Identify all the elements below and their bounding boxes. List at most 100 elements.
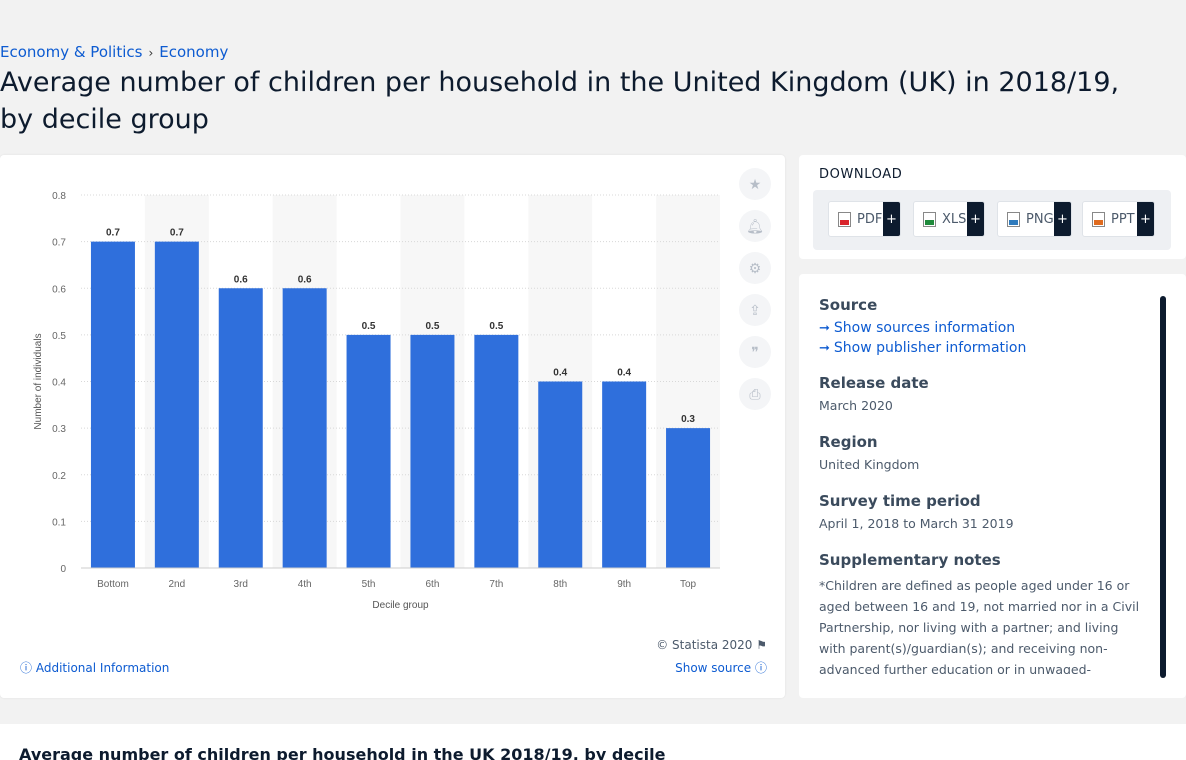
bar — [282, 288, 327, 568]
download-card: DOWNLOAD PDF + XLS + PNG + PPT + — [799, 155, 1186, 259]
region-heading: Region — [819, 433, 878, 451]
show-sources-link[interactable]: ➞ Show sources information — [819, 320, 1144, 336]
y-tick-label: 0.3 — [52, 424, 66, 435]
flag-icon[interactable]: ⚑ — [756, 638, 767, 652]
bottom-card — [0, 724, 1186, 760]
bar — [538, 381, 583, 568]
additional-information-link[interactable]: ⓘ Additional Information — [20, 659, 169, 676]
bar-chart: 0 0.1 0.2 0.3 0.4 0.5 0.6 0.7 0.8 0.7 Bottom 0.7 2nd… — [33, 191, 720, 611]
plus-icon[interactable]: + — [1137, 202, 1154, 236]
y-tick-label: 0.4 — [52, 378, 66, 389]
x-tick-label: 9th — [617, 579, 631, 590]
data-label: 0.4 — [553, 368, 567, 379]
star-icon[interactable]: ★ — [739, 168, 771, 200]
bell-icon[interactable]: 🔔︎ — [739, 210, 771, 242]
chart-card: 0 0.1 0.2 0.3 0.4 0.5 0.6 0.7 0.8 0.7 Bottom 0.7 2nd… — [0, 155, 785, 698]
show-source-link[interactable]: Show source ⓘ — [675, 659, 767, 676]
breadcrumb: Economy & Politics › Economy — [0, 43, 228, 61]
y-tick-label: 0.6 — [52, 284, 66, 295]
x-tick-label: Top — [680, 579, 697, 590]
show-source-label: Show source — [675, 661, 752, 675]
y-tick-label: 0.8 — [52, 191, 66, 202]
data-label: 0.7 — [170, 228, 184, 239]
plus-icon[interactable]: + — [883, 202, 900, 236]
bar — [346, 334, 391, 568]
download-buttons: PDF + XLS + PNG + PPT + — [813, 190, 1171, 250]
x-tick-label: 5th — [362, 579, 376, 590]
bottom-title: Average number of children per household… — [19, 745, 666, 760]
x-tick-label: 6th — [425, 579, 439, 590]
supplementary-notes-value: *Children are defined as people aged und… — [819, 578, 1140, 674]
additional-information-label: Additional Information — [35, 661, 170, 675]
bar — [218, 288, 263, 568]
release-date-heading: Release date — [819, 374, 929, 392]
data-label: 0.7 — [106, 228, 120, 239]
gear-icon[interactable]: ⚙ — [739, 252, 771, 284]
plus-icon[interactable]: + — [967, 202, 984, 236]
y-tick-label: 0.5 — [52, 331, 66, 342]
bar — [154, 241, 199, 568]
quote-icon[interactable]: ❞ — [739, 336, 771, 368]
info-scrollbar[interactable] — [1160, 296, 1166, 678]
download-ppt-label: PPT — [1111, 211, 1135, 227]
data-label: 0.3 — [681, 414, 695, 425]
share-icon[interactable]: ⇪ — [739, 294, 771, 326]
data-label: 0.5 — [489, 321, 503, 332]
header-band — [0, 0, 1186, 155]
source-heading: Source — [819, 296, 878, 314]
data-label: 0.5 — [362, 321, 376, 332]
x-tick-label: 4th — [298, 579, 312, 590]
y-tick-label: 0.2 — [52, 471, 66, 482]
breadcrumb-economy-politics[interactable]: Economy & Politics — [0, 43, 143, 61]
scrollbar-thumb[interactable] — [1160, 296, 1166, 678]
bar — [474, 334, 519, 568]
copyright: © Statista 2020 ⚑ — [656, 638, 767, 652]
y-tick-label: 0 — [60, 564, 66, 575]
region-value: United Kingdom — [819, 457, 920, 472]
bar — [410, 334, 455, 568]
chevron-right-icon: › — [148, 46, 154, 60]
info-icon: ⓘ — [20, 661, 33, 675]
print-icon[interactable]: ⎙ — [739, 378, 771, 410]
y-tick-label: 0.7 — [52, 238, 66, 249]
breadcrumb-economy[interactable]: Economy — [159, 43, 229, 61]
x-tick-label: 7th — [489, 579, 503, 590]
png-file-icon — [1007, 211, 1020, 227]
x-tick-label: 2nd — [169, 579, 186, 590]
ppt-file-icon — [1092, 211, 1105, 227]
download-ppt-button[interactable]: PPT + — [1082, 201, 1155, 237]
show-sources-label: Show sources information — [833, 320, 1016, 336]
bar — [666, 428, 711, 568]
y-axis-title: Number of individuals — [33, 333, 44, 429]
survey-period-heading: Survey time period — [819, 492, 981, 510]
download-pdf-label: PDF — [857, 211, 883, 227]
survey-period-value: April 1, 2018 to March 31 2019 — [819, 516, 1014, 531]
bar — [602, 381, 647, 568]
pdf-file-icon — [838, 211, 851, 227]
xls-file-icon — [923, 211, 936, 227]
info-card: Source ➞ Show sources information ➞ Show p… — [799, 274, 1186, 698]
show-publisher-label: Show publisher information — [833, 340, 1027, 356]
data-label: 0.5 — [425, 321, 439, 332]
x-axis-title: Decile group — [372, 600, 429, 611]
x-tick-label: 3rd — [234, 579, 248, 590]
plus-icon[interactable]: + — [1054, 202, 1071, 236]
download-xls-label: XLS — [942, 211, 967, 227]
page-title: Average number of children per household… — [0, 67, 1120, 135]
info-content: Source ➞ Show sources information ➞ Show p… — [819, 296, 1144, 674]
show-publisher-link[interactable]: ➞ Show publisher information — [819, 340, 1144, 356]
download-xls-button[interactable]: XLS + — [913, 201, 985, 237]
arrow-right-icon: ➞ — [819, 320, 830, 336]
data-label: 0.4 — [617, 368, 631, 379]
release-date-value: March 2020 — [819, 398, 893, 413]
download-png-button[interactable]: PNG + — [997, 201, 1072, 237]
arrow-right-icon: ➞ — [819, 340, 830, 356]
x-tick-label: 8th — [553, 579, 567, 590]
x-tick-label: Bottom — [97, 579, 129, 590]
bar — [90, 241, 135, 568]
data-label: 0.6 — [234, 274, 248, 285]
download-pdf-button[interactable]: PDF + — [828, 201, 901, 237]
supplementary-notes-heading: Supplementary notes — [819, 551, 1001, 569]
download-png-label: PNG — [1026, 211, 1054, 227]
info-icon: ⓘ — [754, 661, 767, 675]
